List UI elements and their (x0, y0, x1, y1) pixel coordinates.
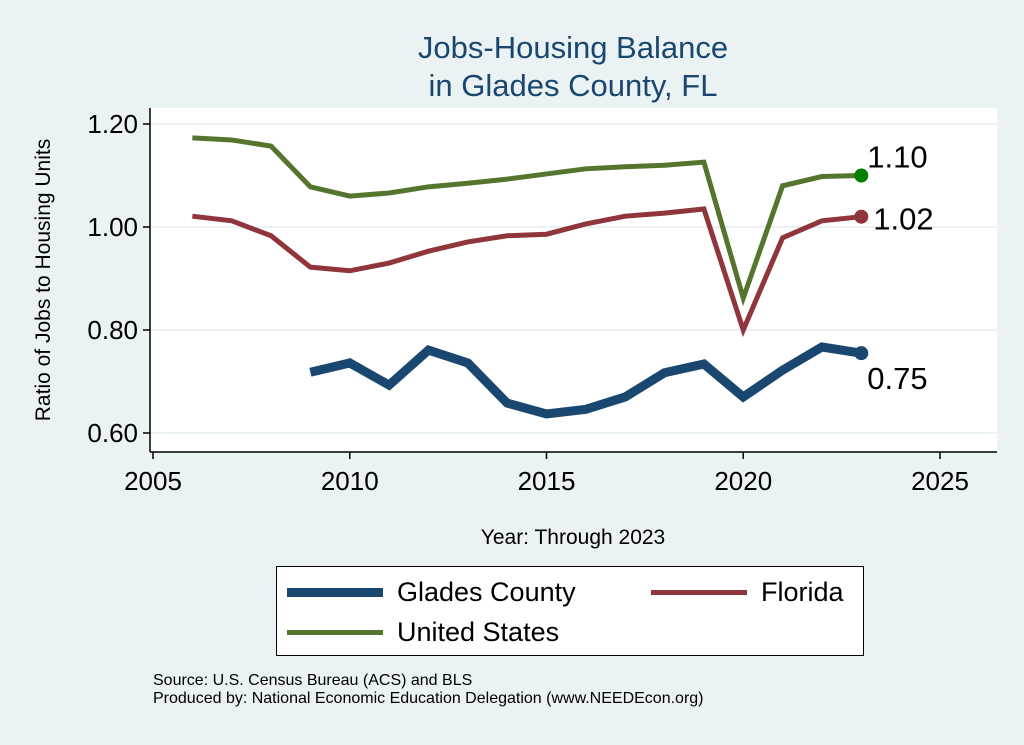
legend-swatch (651, 590, 747, 595)
end-point-marker (854, 346, 869, 361)
end-value-label: 0.75 (867, 361, 927, 396)
x-tick-label: 2020 (714, 466, 772, 496)
line-chart: 0.60 0.80 1.00 1.20 2005 2010 2015 2020 2025 Jobs… (32, 30, 997, 549)
legend-swatch (287, 588, 383, 597)
chart-title-line1: Jobs-Housing Balance (418, 30, 728, 65)
series-line-florida (192, 206, 862, 338)
series-line-united-states (192, 135, 862, 307)
chart-title-line2: in Glades County, FL (429, 68, 718, 103)
legend-item-glades: Glades County (287, 577, 576, 608)
end-value-label: 1.02 (873, 202, 933, 237)
x-tick-label: 2025 (911, 466, 969, 496)
legend-swatch (287, 630, 383, 635)
end-point-marker (854, 209, 869, 224)
x-tick-label: 2010 (321, 466, 379, 496)
y-tick-label: 0.80 (87, 315, 138, 345)
end-value-label: 1.10 (867, 140, 927, 175)
legend-label: United States (397, 617, 560, 647)
y-tick-label: 1.00 (87, 212, 138, 242)
x-tick-label: 2015 (518, 466, 576, 496)
legend-label: Florida (761, 577, 844, 607)
end-point-marker (854, 168, 869, 183)
y-tick-label: 0.60 (87, 418, 138, 448)
x-axis-label: Year: Through 2023 (481, 526, 666, 549)
source-note: Source: U.S. Census Bureau (ACS) and BLS (153, 672, 473, 689)
y-tick-label: 1.20 (87, 109, 138, 139)
legend-label: Glades County (397, 577, 576, 607)
legend: Glades County Florida United States (276, 566, 864, 656)
producer-note: Produced by: National Economic Education… (153, 690, 704, 707)
series-line-glades-county (309, 342, 862, 419)
legend-item-florida: Florida (651, 577, 844, 608)
x-tick-label: 2005 (124, 466, 182, 496)
legend-item-us: United States (287, 617, 559, 648)
y-axis-label: Ratio of Jobs to Housing Units (32, 139, 55, 421)
